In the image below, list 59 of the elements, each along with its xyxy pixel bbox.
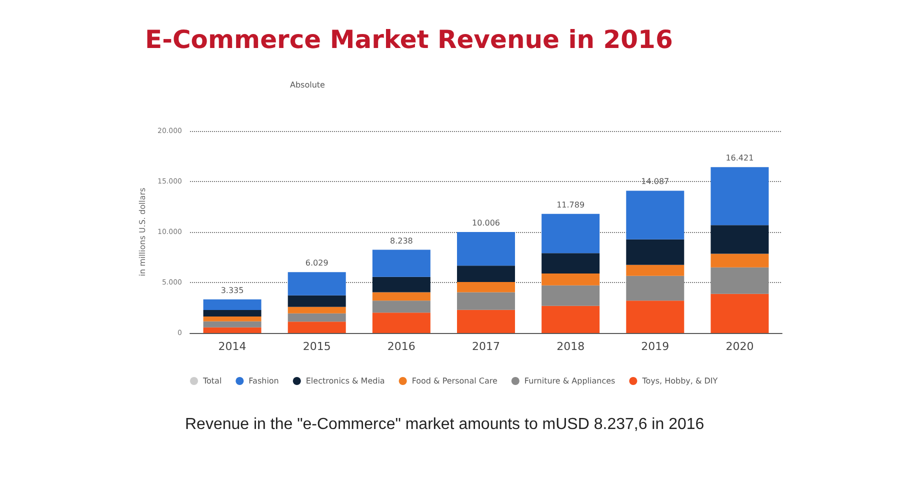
total-label: 6.029 (305, 258, 328, 268)
bar (542, 253, 600, 274)
bar (457, 310, 515, 333)
bar (710, 167, 769, 226)
bar (457, 282, 515, 292)
bar (457, 266, 515, 282)
total-label: 11.789 (556, 200, 585, 210)
legend-label: Food & Personal Care (412, 376, 498, 386)
bar (288, 313, 346, 322)
bar (626, 300, 684, 333)
bar (372, 312, 430, 333)
bar (457, 232, 515, 266)
legend-label: Toys, Hobby, & DIY (641, 376, 718, 386)
bar (203, 316, 262, 322)
x-tick-label: 2020 (726, 340, 754, 353)
chart-subtitle: Absolute (290, 80, 326, 90)
bar (288, 306, 346, 314)
bar (288, 322, 346, 333)
x-tick-label: 2018 (556, 340, 585, 353)
chart-title: E-Commerce Market Revenue in 2016 (145, 25, 673, 54)
bar (710, 225, 769, 254)
bar (626, 276, 684, 301)
total-label: 16.421 (726, 154, 754, 163)
bar (626, 190, 684, 240)
bar (203, 327, 262, 333)
bar (288, 272, 346, 296)
x-tick-label: 2019 (641, 340, 670, 353)
bar (203, 321, 262, 328)
bar (542, 274, 600, 286)
bar (542, 306, 600, 333)
bar (203, 299, 262, 310)
bar (710, 254, 769, 268)
x-tick-label: 2014 (218, 340, 246, 353)
bar (288, 295, 346, 307)
x-tick-label: 2015 (302, 340, 331, 353)
x-tick-label: 2016 (387, 340, 416, 353)
x-tick-label: 2017 (472, 340, 500, 353)
legend-label: Furniture & Appliances (524, 376, 616, 386)
total-label: 10.006 (472, 218, 500, 228)
bar (710, 267, 769, 294)
text: Revenue in the "e-Commerce" market amounts to mUSD 8.237,6 in 2016 (185, 416, 704, 433)
bar (542, 285, 600, 306)
bar (626, 239, 684, 265)
bar (372, 276, 430, 292)
bar (542, 214, 600, 254)
y-axis-title: in millions U.S. dollars (138, 188, 148, 276)
total-label: 14.087 (641, 177, 670, 186)
bar (710, 294, 769, 333)
bar (626, 264, 684, 276)
legend-label: Fashion (248, 376, 279, 386)
legend-label: Electronics & Media (306, 376, 385, 386)
legend-label: Total (202, 376, 222, 386)
total-label: 3.335 (220, 286, 244, 295)
bar (203, 310, 262, 317)
bar (372, 292, 430, 301)
bar (372, 300, 430, 313)
bar (457, 292, 515, 310)
total-label: 8.238 (390, 236, 413, 246)
bar (372, 250, 430, 277)
